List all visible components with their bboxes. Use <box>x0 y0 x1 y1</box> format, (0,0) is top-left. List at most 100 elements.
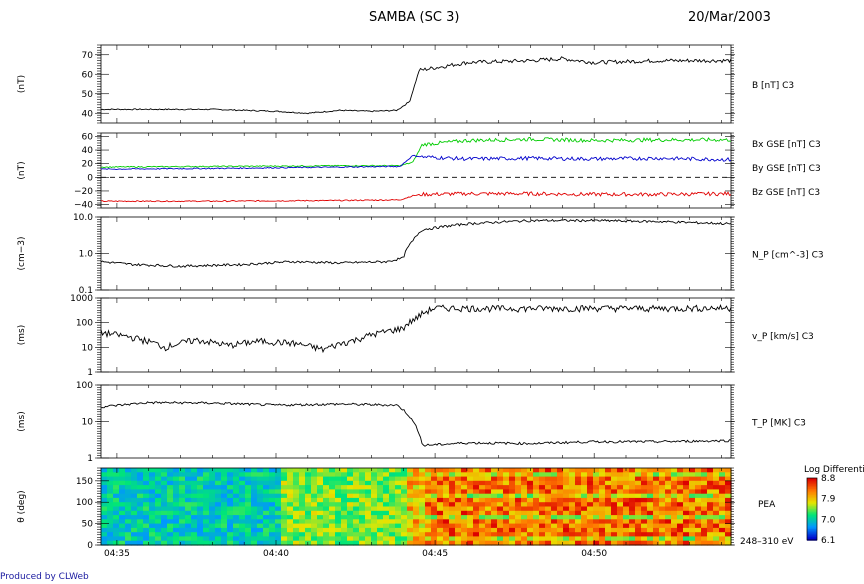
heatmap-cell <box>407 502 414 508</box>
heatmap-cell <box>503 527 510 533</box>
heatmap-cell <box>185 527 192 533</box>
heatmap-cell <box>473 515 480 520</box>
heatmap-cell <box>461 515 468 520</box>
heatmap-cell <box>305 476 312 482</box>
heatmap-cell <box>287 497 294 503</box>
heatmap-cell <box>671 536 678 542</box>
heatmap-cell <box>653 489 660 495</box>
heatmap-cell <box>131 527 138 533</box>
series-line <box>100 136 732 169</box>
heatmap-cell <box>275 527 282 533</box>
heatmap-cell <box>293 493 300 499</box>
heatmap-cell <box>383 493 390 499</box>
heatmap-cell <box>137 532 144 538</box>
heatmap-cell <box>149 506 156 512</box>
heatmap-cell <box>545 502 552 508</box>
heatmap-cell <box>461 472 468 478</box>
heatmap-cell <box>491 480 498 486</box>
heatmap-cell <box>617 536 624 542</box>
colorbar-segment <box>807 538 817 541</box>
heatmap-cell <box>431 506 438 512</box>
heatmap-cell <box>173 502 180 508</box>
heatmap-cell <box>557 502 564 508</box>
heatmap-cell <box>221 540 228 546</box>
heatmap-cell <box>593 476 600 482</box>
heatmap-cell <box>401 506 408 512</box>
heatmap-cell <box>473 489 480 495</box>
heatmap-cell <box>503 493 510 499</box>
heatmap-cell <box>611 502 618 508</box>
heatmap-cell <box>143 506 150 512</box>
heatmap-cell <box>287 523 294 529</box>
heatmap-cell <box>485 480 492 486</box>
heatmap-cell <box>713 485 720 490</box>
heatmap-cell <box>725 502 732 508</box>
heatmap-cell <box>683 472 690 478</box>
heatmap-cell <box>293 472 300 478</box>
heatmap-cell <box>371 497 378 503</box>
heatmap-cell <box>581 532 588 538</box>
heatmap-cell <box>167 519 174 525</box>
heatmap-cell <box>311 476 318 482</box>
heatmap-cell <box>119 540 126 546</box>
heatmap-cell <box>521 493 528 499</box>
heatmap-cell <box>677 523 684 529</box>
heatmap-cell <box>107 472 114 478</box>
heatmap-cell <box>551 527 558 533</box>
heatmap-cell <box>323 480 330 486</box>
heatmap-cell <box>701 489 708 495</box>
heatmap-cell <box>221 519 228 525</box>
heatmap-cell <box>569 485 576 490</box>
heatmap-cell <box>689 480 696 486</box>
heatmap-cell <box>191 489 198 495</box>
heatmap-cell <box>359 536 366 542</box>
heatmap-cell <box>209 485 216 490</box>
heatmap-cell <box>191 502 198 508</box>
heatmap-cell <box>101 510 108 516</box>
heatmap-cell <box>131 523 138 529</box>
heatmap-cell <box>119 480 126 486</box>
heatmap-cell <box>251 527 258 533</box>
heatmap-cell <box>677 536 684 542</box>
heatmap-cell <box>563 485 570 490</box>
heatmap-cell <box>263 523 270 529</box>
heatmap-cell <box>635 506 642 512</box>
heatmap-cell <box>617 476 624 482</box>
heatmap-cell <box>479 489 486 495</box>
heatmap-cell <box>515 493 522 499</box>
heatmap-cell <box>605 502 612 508</box>
heatmap-cell <box>491 489 498 495</box>
heatmap-cell <box>401 489 408 495</box>
heatmap-cell <box>407 510 414 516</box>
heatmap-cell <box>269 472 276 478</box>
heatmap-cell <box>701 536 708 542</box>
heatmap-cell <box>719 480 726 486</box>
heatmap-cell <box>683 536 690 542</box>
heatmap-cell <box>647 532 654 538</box>
heatmap-cell <box>293 489 300 495</box>
heatmap-cell <box>323 506 330 512</box>
heatmap-cell <box>593 493 600 499</box>
colorbar-segment <box>807 491 817 495</box>
heatmap-cell <box>551 485 558 490</box>
heatmap-cell <box>239 510 246 516</box>
heatmap-cell <box>335 506 342 512</box>
heatmap-cell <box>125 540 132 546</box>
heatmap-cell <box>161 515 168 520</box>
heatmap-cell <box>179 489 186 495</box>
heatmap-cell <box>287 540 294 546</box>
heatmap-cell <box>305 510 312 516</box>
heatmap-cell <box>485 506 492 512</box>
heatmap-cell <box>695 527 702 533</box>
heatmap-cell <box>203 485 210 490</box>
heatmap-cell <box>521 519 528 525</box>
heatmap-cell <box>425 472 432 478</box>
heatmap-cell <box>353 540 360 546</box>
heatmap-cell <box>203 527 210 533</box>
heatmap-cell <box>539 532 546 538</box>
heatmap-cell <box>185 523 192 529</box>
heatmap-cell <box>563 527 570 533</box>
heatmap-cell <box>629 523 636 529</box>
heatmap-cell <box>569 540 576 546</box>
panel-right-label: T_P [MK] C3 <box>751 419 806 429</box>
